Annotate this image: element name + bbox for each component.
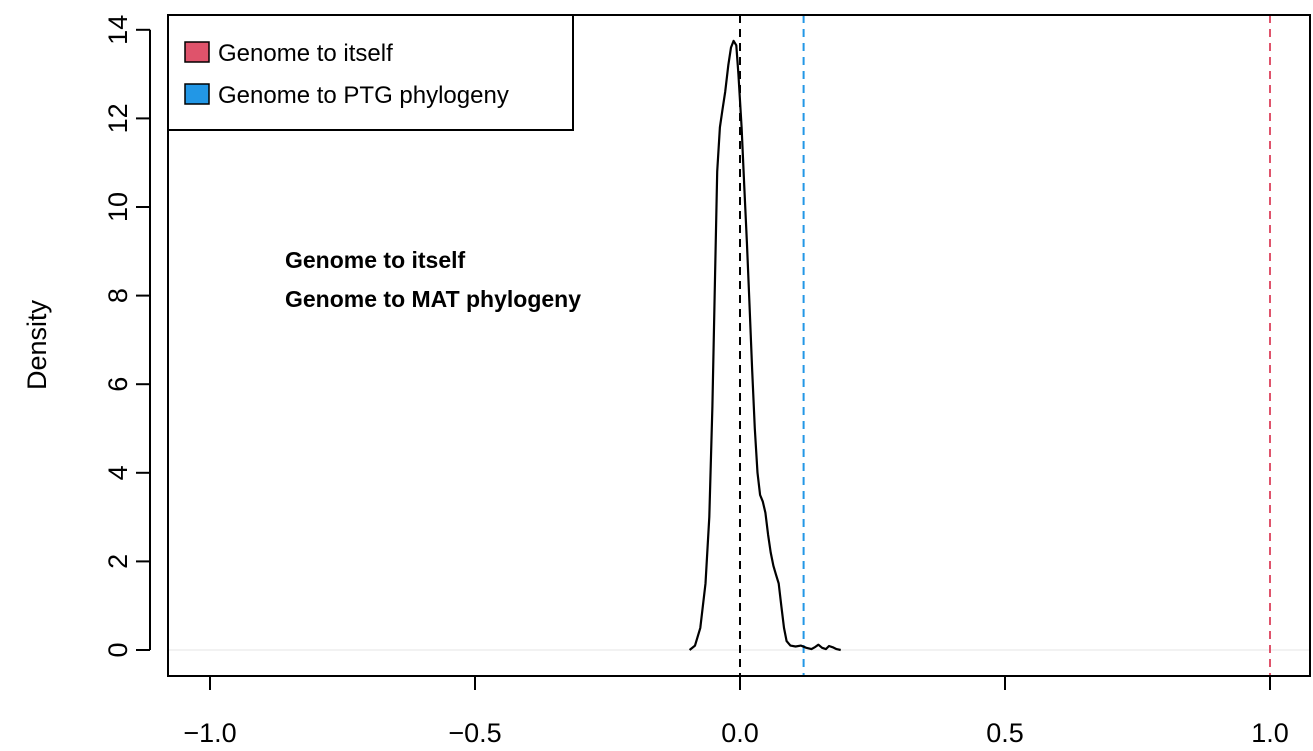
y-tick-label: 2 (103, 554, 133, 569)
x-tick-label: −0.5 (448, 718, 501, 748)
annotation-genome-to-itself: Genome to itself (285, 247, 466, 273)
x-axis: −1.0 −0.5 0.0 0.5 1.0 (183, 675, 1289, 748)
legend-swatch-genome-to-itself (184, 41, 210, 63)
reference-lines (739, 15, 1271, 676)
y-axis-label: Density (22, 299, 52, 390)
legend-label-genome-to-itself: Genome to itself (218, 40, 393, 67)
x-tick-label: 1.0 (1251, 718, 1289, 748)
y-tick-label: 10 (103, 192, 133, 222)
legend-label-genome-to-ptg: Genome to PTG phylogeny (218, 82, 509, 109)
y-tick-label: 4 (103, 465, 133, 480)
density-curve (688, 39, 841, 652)
y-tick-label: 8 (103, 288, 133, 303)
legend-box (167, 14, 574, 131)
legend-swatch-genome-to-ptg (184, 83, 210, 105)
x-tick-label: −1.0 (183, 718, 236, 748)
y-axis: 0 2 4 6 8 10 12 14 (103, 15, 151, 658)
y-tick-label: 6 (103, 377, 133, 392)
x-tick-label: 0.0 (721, 718, 759, 748)
legend: Genome to itself Genome to PTG phylogeny (167, 14, 574, 131)
x-tick-label: 0.5 (986, 718, 1024, 748)
annotation-genome-to-mat-phylogeny: Genome to MAT phylogeny (285, 286, 581, 312)
y-tick-label: 14 (103, 15, 133, 45)
y-tick-label: 0 (103, 642, 133, 657)
y-tick-label: 12 (103, 103, 133, 133)
